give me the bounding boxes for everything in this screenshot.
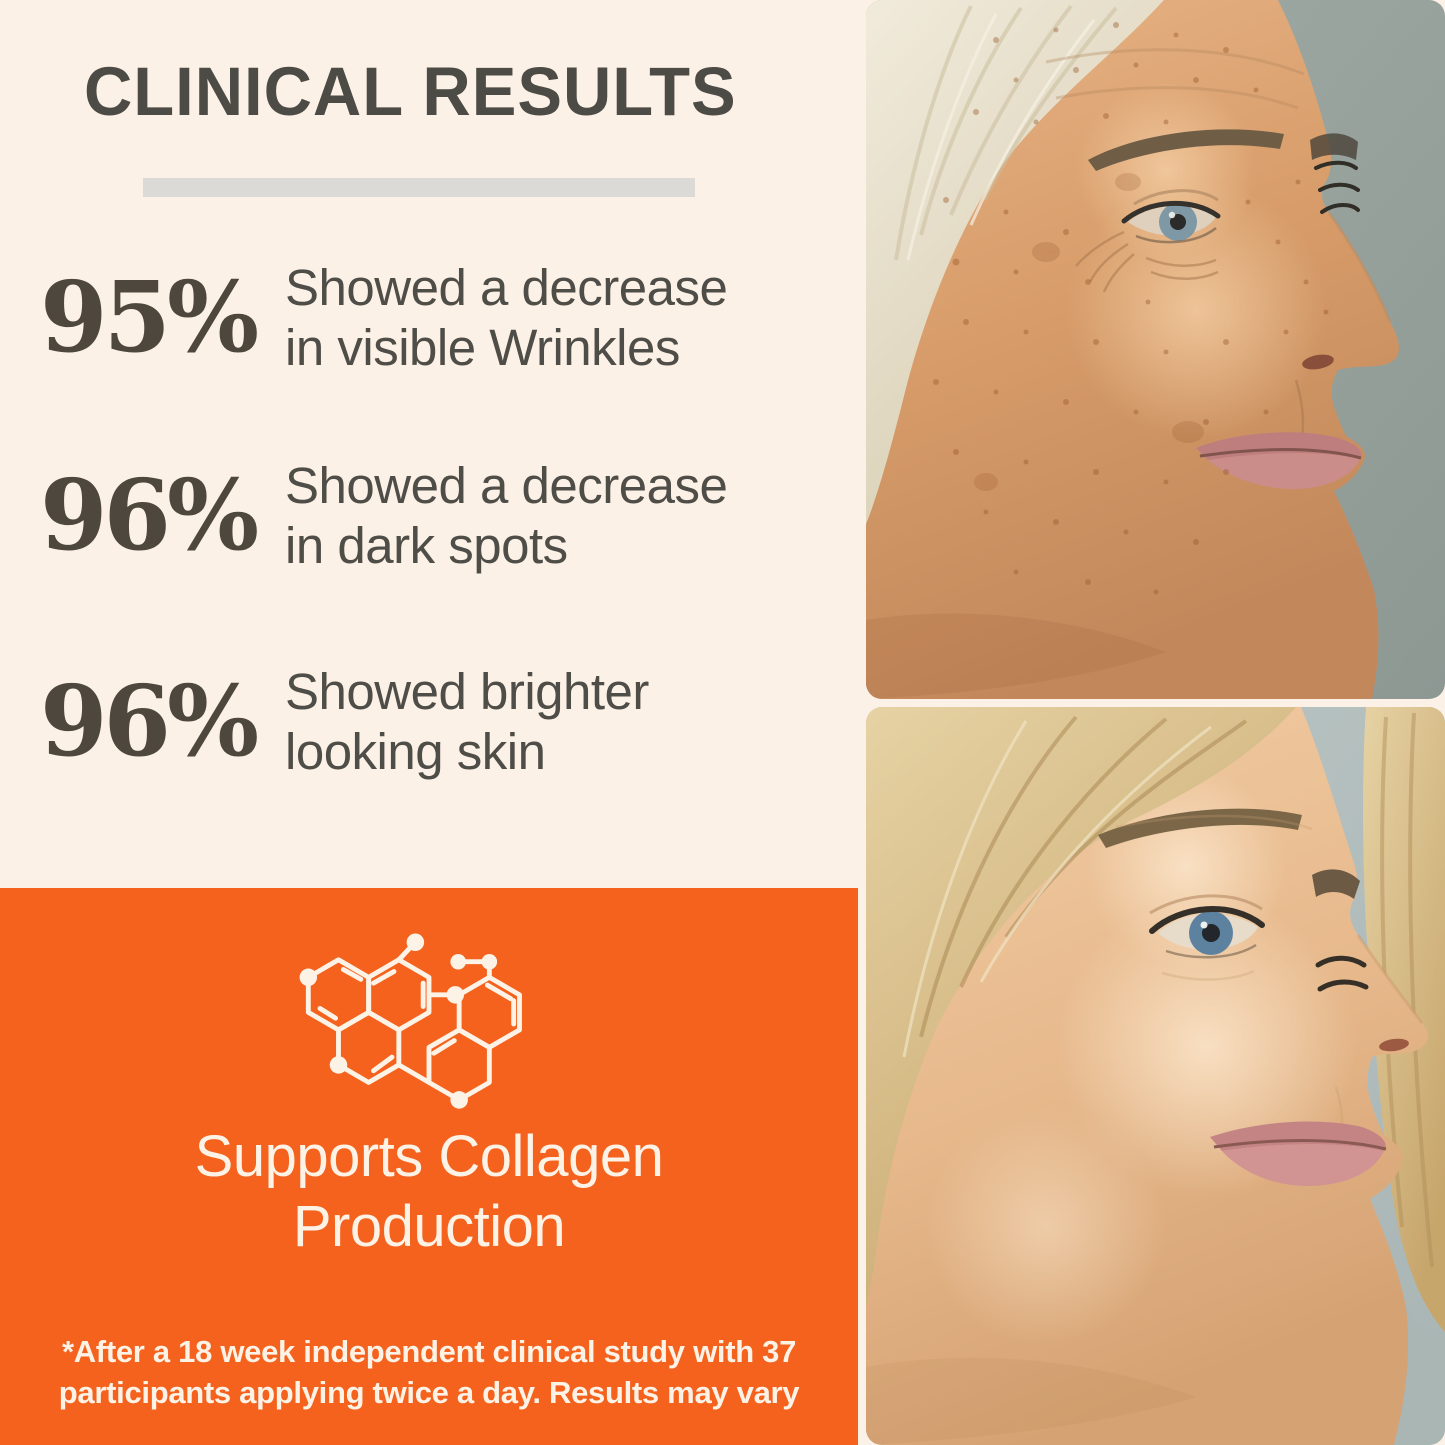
page-title: CLINICAL RESULTS — [84, 53, 737, 130]
stat-value: 96% — [40, 458, 259, 573]
after-photo — [866, 707, 1445, 1445]
before-photo — [866, 0, 1445, 699]
stat-line: in visible Wrinkles — [285, 318, 680, 376]
stat-value: 95% — [40, 260, 259, 375]
collagen-heading-line: Production — [292, 1193, 566, 1259]
footnote-line: participants applying twice a day. Resul… — [58, 1374, 800, 1410]
collagen-section: Supports Collagen Production *After a 18… — [0, 888, 858, 1445]
collagen-heading-line: Supports Collagen — [194, 1124, 664, 1189]
stat-description: Showed a decrease in dark spots — [285, 456, 728, 575]
stat-row-dark-spots: 96% Showed a decrease in dark spots — [40, 456, 840, 575]
stat-row-wrinkles: 95% Showed a decrease in visible Wrinkle… — [40, 258, 840, 377]
title-underline — [143, 178, 695, 197]
stat-line: Showed brighter — [285, 663, 649, 720]
collagen-heading: Supports Collagen Production — [0, 1122, 858, 1261]
clinical-results-section: CLINICAL RESULTS 95% Showed a decrease i… — [0, 0, 858, 888]
stat-line: Showed a decrease — [285, 259, 728, 316]
molecule-icon — [299, 933, 522, 1109]
stat-line: in dark spots — [285, 516, 568, 574]
stat-row-brighter-skin: 96% Showed brighter looking skin — [40, 662, 840, 781]
stat-value: 96% — [40, 664, 259, 779]
stat-line: looking skin — [285, 722, 546, 780]
footnote-line: *After a 18 week independent clinical st… — [61, 1334, 797, 1369]
stat-description: Showed a decrease in visible Wrinkles — [285, 258, 728, 377]
stat-line: Showed a decrease — [285, 457, 728, 514]
stat-description: Showed brighter looking skin — [285, 662, 649, 781]
study-footnote: *After a 18 week independent clinical st… — [0, 1332, 858, 1414]
